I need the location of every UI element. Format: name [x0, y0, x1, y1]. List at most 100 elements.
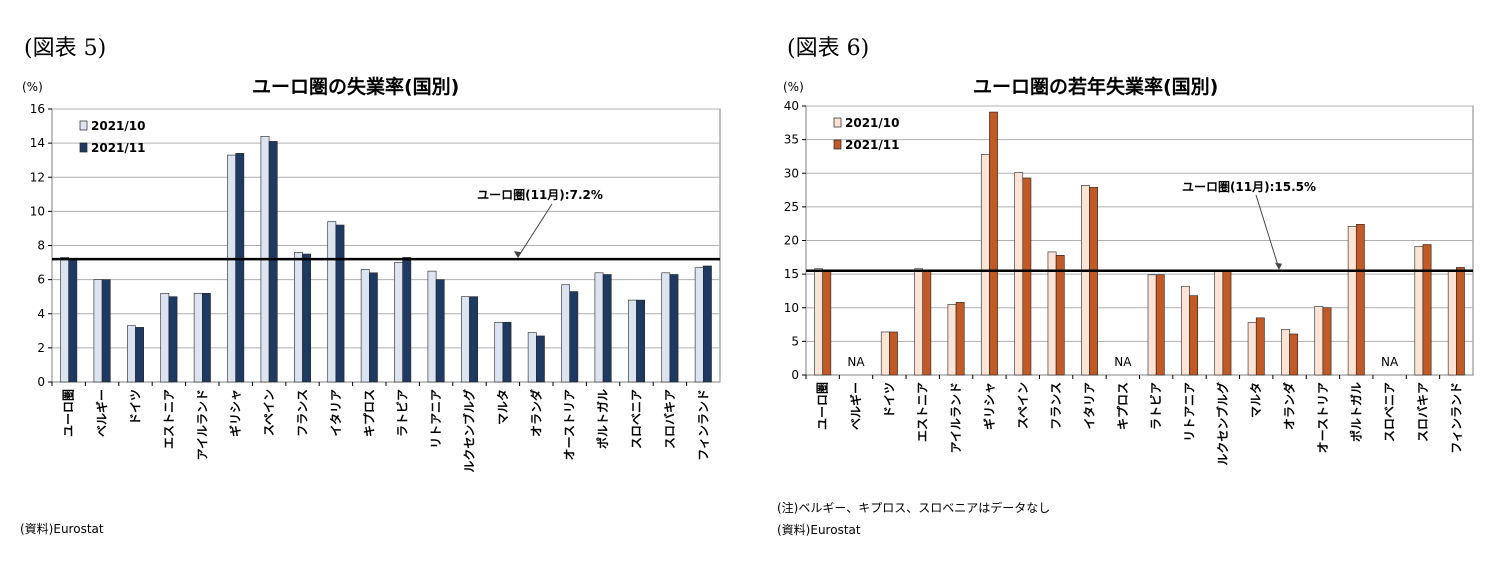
bar-2021/10: [947, 304, 957, 376]
y-tick-label: 0: [37, 375, 45, 389]
legend-swatch-2021/10: [833, 117, 842, 128]
x-category-label: マルタ: [496, 389, 510, 425]
bar-2021/10: [1281, 328, 1290, 376]
y-tick-label: 8: [37, 239, 45, 253]
y-tick-label: 40: [784, 99, 799, 113]
bar-2021/10: [914, 268, 924, 376]
bar-2021/11: [889, 331, 898, 376]
x-category-label: ポルトガル: [1348, 382, 1363, 442]
legend-label: 2021/11: [845, 138, 899, 152]
bar-2021/11: [922, 269, 932, 376]
bar-2021/11: [435, 279, 445, 383]
x-category-label: エストニア: [916, 382, 930, 442]
bar-2021/10: [93, 279, 103, 383]
x-category-label: オーストリア: [563, 389, 577, 460]
data-note: (注)ベルギー、キプロス、スロベニアはデータなし: [777, 501, 1051, 515]
bar-2021/10: [294, 252, 303, 383]
bar-2021/11: [955, 302, 965, 376]
y-axis-unit: (%): [22, 80, 43, 94]
y-tick-label: 20: [784, 234, 799, 248]
bar-2021/11: [1222, 269, 1232, 376]
bar-2021/10: [1214, 269, 1224, 376]
annotation-leader: [1255, 194, 1280, 269]
bar-2021/11: [469, 296, 478, 383]
bar-2021/10: [227, 154, 236, 383]
bar-2021/11: [1322, 307, 1332, 376]
y-tick-label: 0: [791, 368, 799, 382]
bar-2021/10: [561, 284, 571, 383]
bar-2021/11: [1456, 267, 1465, 376]
x-category-label: スロバキア: [663, 389, 677, 449]
x-category-label: フランス: [1049, 382, 1063, 430]
bar-2021/10: [193, 292, 203, 383]
bar-2021/10: [527, 332, 537, 383]
y-tick-label: 10: [30, 204, 45, 218]
bar-2021/10: [1347, 226, 1357, 376]
bar-2021/10: [1147, 274, 1157, 376]
bar-2021/10: [327, 221, 337, 383]
bar-2021/10: [494, 321, 504, 383]
bar-2021/11: [1022, 177, 1032, 376]
bar-2021/11: [1189, 295, 1198, 376]
x-category-label: ルクセンブルグ: [1215, 382, 1230, 466]
bar-2021/10: [594, 272, 604, 383]
x-category-label: スペイン: [262, 389, 276, 436]
bar-2021/11: [1289, 333, 1299, 376]
y-tick-label: 2: [37, 341, 45, 355]
bar-2021/10: [880, 331, 890, 376]
bar-2021/10: [461, 296, 470, 383]
chart-title: ユーロ圏の若年失業率(国別): [973, 76, 1219, 98]
x-category-label: ポルトガル: [595, 389, 610, 449]
bar-2021/11: [1355, 224, 1365, 376]
x-category-label: フィンランド: [696, 389, 710, 461]
bar-2021/11: [636, 299, 645, 383]
x-category-label: ラトビア: [1148, 382, 1163, 430]
bar-2021/10: [394, 262, 403, 383]
x-category-label: イタリア: [1082, 382, 1096, 430]
annotation-leader: [517, 203, 553, 258]
bar-2021/11: [1055, 254, 1065, 376]
bar-2021/10: [980, 154, 990, 376]
y-tick-label: 15: [784, 267, 799, 281]
x-category-label: アイルランド: [195, 389, 209, 460]
y-tick-label: 12: [30, 170, 45, 184]
youth-unemployment-bar-chart: 0 5 10 15 20 25 30 35 40 ユーロ圏 NA ベルギー ドイツ エストニア アイルランド…: [784, 99, 1474, 466]
y-tick-label: 5: [791, 334, 799, 348]
bar-2021/11: [202, 292, 211, 383]
legend-label: 2021/10: [845, 116, 899, 130]
figure-label: (図表 6): [787, 36, 870, 61]
x-category-label: フィンランド: [1449, 382, 1463, 454]
bar-2021/11: [335, 224, 345, 383]
figure-5-panel: (図表 5) ユーロ圏の失業率(国別) (%) 0 2 4 6 8 10 12 14 16 ユーロ…: [0, 0, 740, 565]
reference-line-label: ユーロ圏(11月):7.2%: [477, 188, 603, 202]
bar-2021/11: [669, 274, 679, 383]
bar-2021/11: [135, 327, 144, 383]
bar-2021/10: [360, 269, 370, 383]
x-category-label: ユーロ圏: [816, 382, 830, 430]
x-category-label: スロベニア: [630, 389, 644, 449]
bar-2021/10: [628, 299, 637, 383]
x-category-label: スロベニア: [1383, 382, 1397, 442]
bar-2021/10: [427, 270, 437, 383]
x-category-label: リトアニア: [429, 389, 443, 449]
bar-2021/11: [822, 270, 832, 376]
bar-2021/11: [989, 111, 998, 376]
bar-2021/11: [68, 258, 78, 383]
x-category-label: キプロス: [361, 389, 376, 437]
y-tick-label: 6: [37, 273, 45, 287]
bar-2021/11: [1155, 274, 1165, 376]
na-label: NA: [1381, 355, 1399, 369]
bar-2021/11: [602, 274, 612, 383]
bar-2021/11: [1255, 317, 1265, 376]
bar-2021/11: [268, 141, 278, 383]
bar-2021/10: [661, 272, 671, 383]
bar-2021/10: [1014, 172, 1024, 376]
na-label: NA: [847, 355, 865, 369]
x-category-label: フランス: [296, 389, 310, 437]
x-category-label: ギリシャ: [981, 382, 996, 430]
bar-2021/10: [1414, 246, 1424, 376]
figure-label: (図表 5): [24, 36, 107, 61]
bar-2021/10: [60, 257, 69, 383]
x-category-label: ギリシャ: [228, 389, 243, 437]
x-category-label: キプロス: [1115, 382, 1130, 430]
